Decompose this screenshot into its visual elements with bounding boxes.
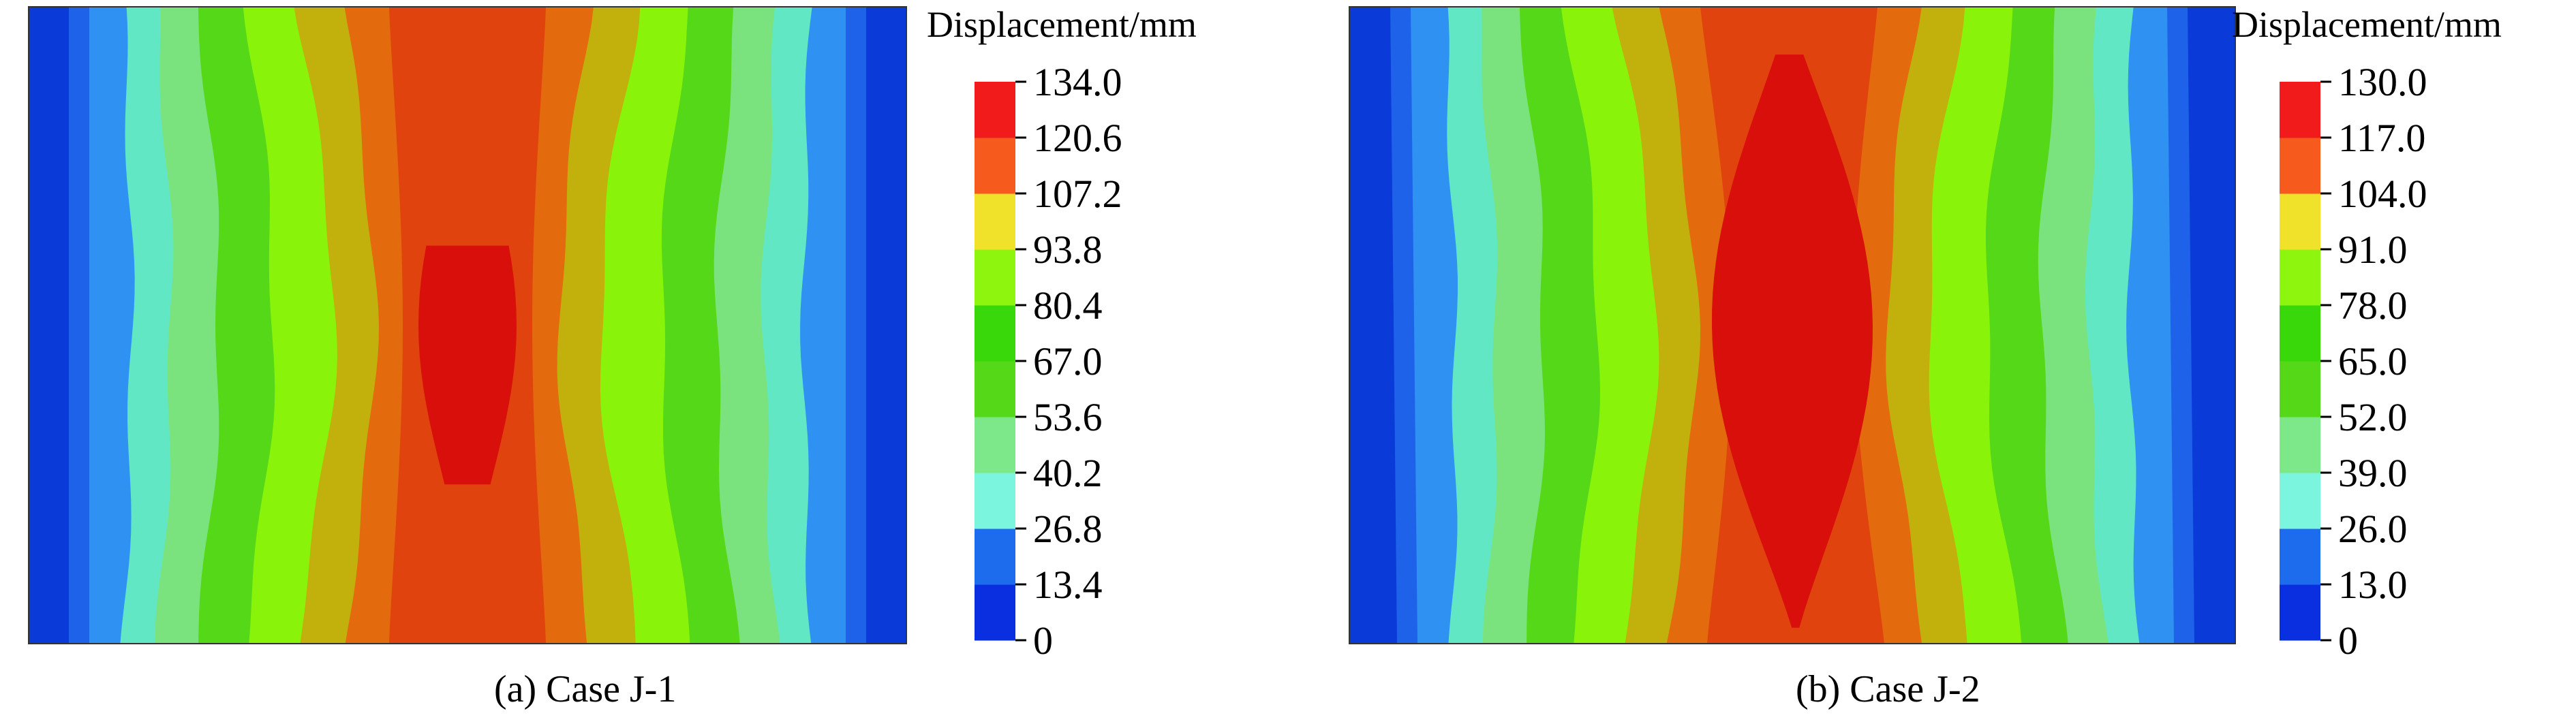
colorbar-swatch — [975, 82, 1015, 138]
colorbar-swatch — [975, 584, 1015, 641]
colorbar-swatch — [975, 193, 1015, 250]
caption-a: (a) Case J-1 — [494, 668, 677, 710]
colorbar-tick-label: 26.8 — [1033, 507, 1103, 551]
colorbar-tick-label: 80.4 — [1033, 283, 1103, 328]
colorbar-tick-label: 134.0 — [1033, 60, 1122, 104]
colorbar-a: 0 13.4 26.8 40.2 53.6 67.0 80.4 93.8 107.2 120.6 1… — [975, 60, 1122, 663]
colorbar-tick-label: 40.2 — [1033, 451, 1103, 495]
contour-band-10 — [418, 245, 517, 485]
colorbar-swatch — [975, 417, 1015, 473]
colorbar-swatch — [975, 249, 1015, 306]
colorbar-tick-label: 65.0 — [2338, 339, 2408, 383]
colorbar-swatch — [975, 361, 1015, 418]
colorbar-swatch — [975, 305, 1015, 362]
colorbar-swatch — [975, 473, 1015, 529]
colorbar-swatch — [2280, 529, 2320, 585]
colorbar-title: Displacement/mm — [2232, 4, 2502, 45]
colorbar-swatch — [975, 529, 1015, 585]
colorbar-tick-label: 13.4 — [1033, 563, 1103, 607]
colorbar-b: 0 13.0 26.0 39.0 52.0 65.0 78.0 91.0 104.0 117.0 1… — [2280, 60, 2427, 663]
colorbar-title: Displacement/mm — [927, 4, 1197, 45]
colorbar-tick-label: 93.8 — [1033, 227, 1103, 272]
colorbar-tick-label: 13.0 — [2338, 563, 2408, 607]
colorbar-swatch — [2280, 138, 2320, 194]
colorbar-tick-label: 0 — [2338, 618, 2358, 663]
colorbar-tick-label: 0 — [1033, 618, 1053, 663]
colorbar-tick-label: 104.0 — [2338, 172, 2427, 216]
colorbar-swatch — [2280, 473, 2320, 529]
colorbar-swatch — [975, 138, 1015, 194]
displacement-contour-plot-b — [1349, 6, 2236, 644]
colorbar-swatch — [2280, 584, 2320, 641]
colorbar-tick-label: 78.0 — [2338, 283, 2408, 328]
colorbar-swatch — [2280, 193, 2320, 250]
colorbar-swatch — [2280, 417, 2320, 473]
colorbar-tick-label: 120.6 — [1033, 116, 1122, 160]
plot-frame — [1349, 6, 2236, 644]
contour-band-10 — [1712, 54, 1873, 628]
plot-frame — [28, 6, 907, 644]
colorbar-tick-label: 53.6 — [1033, 395, 1103, 439]
colorbar-swatch — [2280, 305, 2320, 362]
colorbar-tick-label: 52.0 — [2338, 395, 2408, 439]
colorbar-tick-label: 117.0 — [2338, 116, 2425, 160]
colorbar-tick-label: 130.0 — [2338, 60, 2427, 104]
colorbar-swatch — [2280, 82, 2320, 138]
panel-case-j1: Displacement/mm 0 13.4 26.8 40.2 53.6 67.0 80.… — [28, 4, 1197, 710]
colorbar-tick-label: 67.0 — [1033, 339, 1103, 383]
displacement-contour-plot-a — [28, 6, 907, 644]
colorbar-tick-label: 39.0 — [2338, 451, 2408, 495]
caption-b: (b) Case J-2 — [1796, 668, 1980, 710]
colorbar-tick-label: 91.0 — [2338, 227, 2408, 272]
panel-case-j2: Displacement/mm 0 13.0 26.0 39.0 52.0 65.0 78.… — [1288, 0, 2576, 724]
colorbar-tick-label: 26.0 — [2338, 507, 2408, 551]
colorbar-swatch — [2280, 249, 2320, 306]
colorbar-swatch — [2280, 361, 2320, 418]
colorbar-tick-label: 107.2 — [1033, 172, 1122, 216]
